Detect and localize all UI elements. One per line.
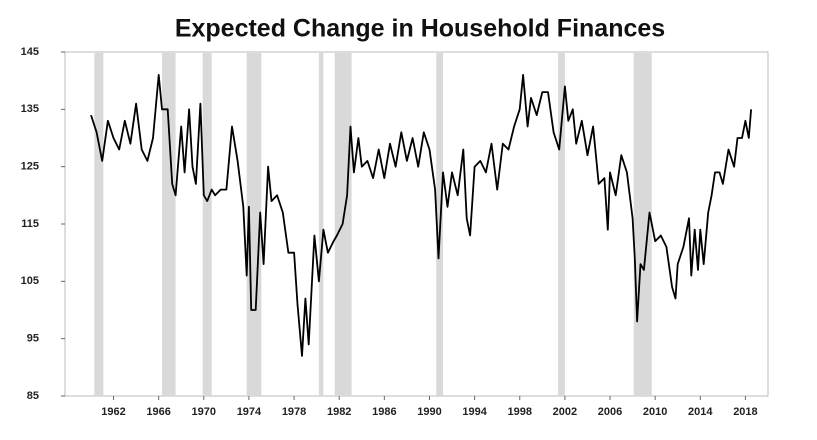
x-tick-label: 2006 <box>598 406 622 418</box>
y-tick-label: 105 <box>21 275 39 287</box>
recession-band <box>94 53 104 396</box>
x-tick-label: 2010 <box>643 406 667 418</box>
x-tick-label: 1978 <box>282 406 306 418</box>
x-tick-label: 1970 <box>192 406 216 418</box>
y-tick-label: 145 <box>21 46 39 58</box>
x-tick-label: 1994 <box>462 406 487 418</box>
x-tick-label: 1966 <box>146 406 170 418</box>
x-tick-label: 1998 <box>508 406 532 418</box>
y-tick-label: 115 <box>21 218 39 230</box>
recession-band <box>318 53 324 396</box>
x-tick-label: 1990 <box>417 406 441 418</box>
x-tick-label: 2002 <box>553 406 577 418</box>
x-tick-label: 2014 <box>688 406 713 418</box>
recession-band <box>202 53 212 396</box>
y-tick-label: 85 <box>27 390 39 402</box>
x-tick-label: 1962 <box>101 406 125 418</box>
chart-title: Expected Change in Household Finances <box>175 15 665 43</box>
x-tick-label: 2018 <box>733 406 757 418</box>
data-line <box>90 74 752 357</box>
x-tick-label: 1982 <box>327 406 351 418</box>
y-tick-label: 95 <box>27 333 39 345</box>
y-tick-label: 135 <box>21 103 39 115</box>
y-tick-label: 125 <box>21 161 39 173</box>
recession-band <box>162 53 176 396</box>
x-tick-label: 1986 <box>372 406 396 418</box>
x-tick-label: 1974 <box>237 406 262 418</box>
recession-band <box>558 53 565 396</box>
